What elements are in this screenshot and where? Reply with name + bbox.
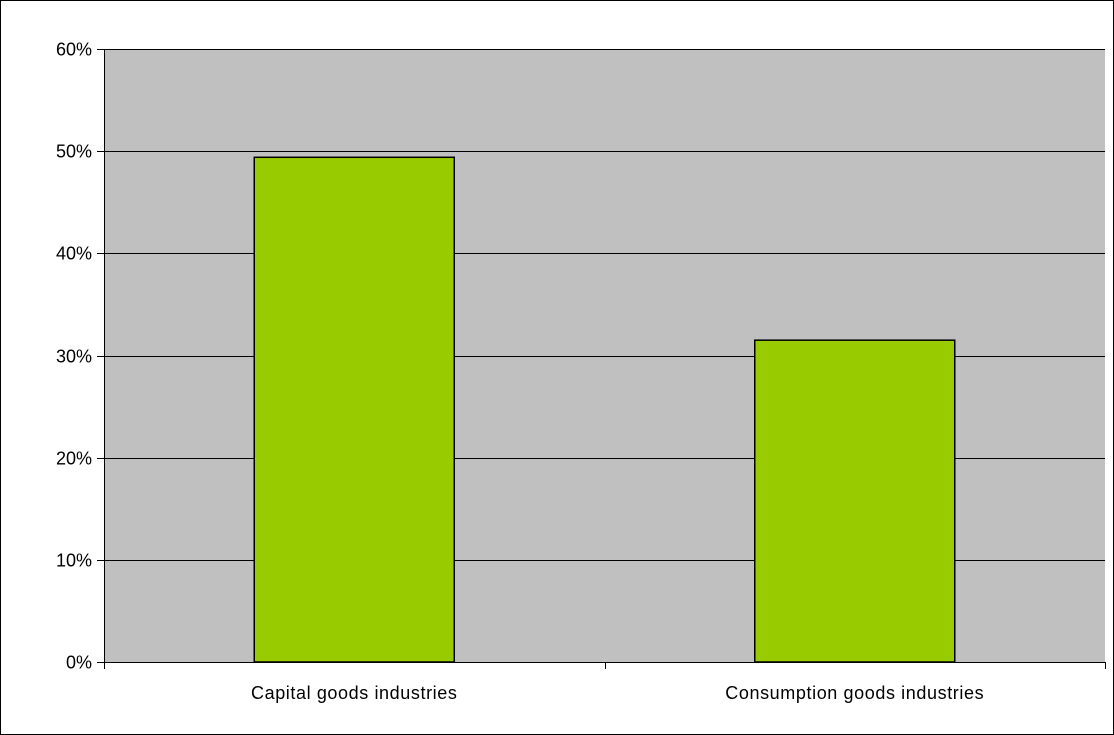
y-tick-label-0: 0%: [66, 653, 92, 673]
y-tick-label-10: 10%: [56, 551, 92, 571]
bar-1: [754, 339, 956, 663]
x-category-label-1: Consumption goods industries: [725, 683, 984, 703]
x-axis-category-labels: Capital goods industries Consumption good…: [251, 683, 984, 703]
bar-0: [253, 156, 455, 663]
y-axis-tick-labels: 0% 10% 20% 30% 40% 50% 60%: [56, 40, 92, 673]
bars: [253, 156, 956, 663]
y-tick-label-40: 40%: [56, 244, 92, 264]
x-category-label-0: Capital goods industries: [251, 683, 458, 703]
axes: [97, 49, 1106, 669]
y-tick-label-30: 30%: [56, 347, 92, 367]
y-tick-label-50: 50%: [56, 142, 92, 162]
y-tick-label-60: 60%: [56, 40, 92, 60]
y-tick-label-20: 20%: [56, 449, 92, 469]
